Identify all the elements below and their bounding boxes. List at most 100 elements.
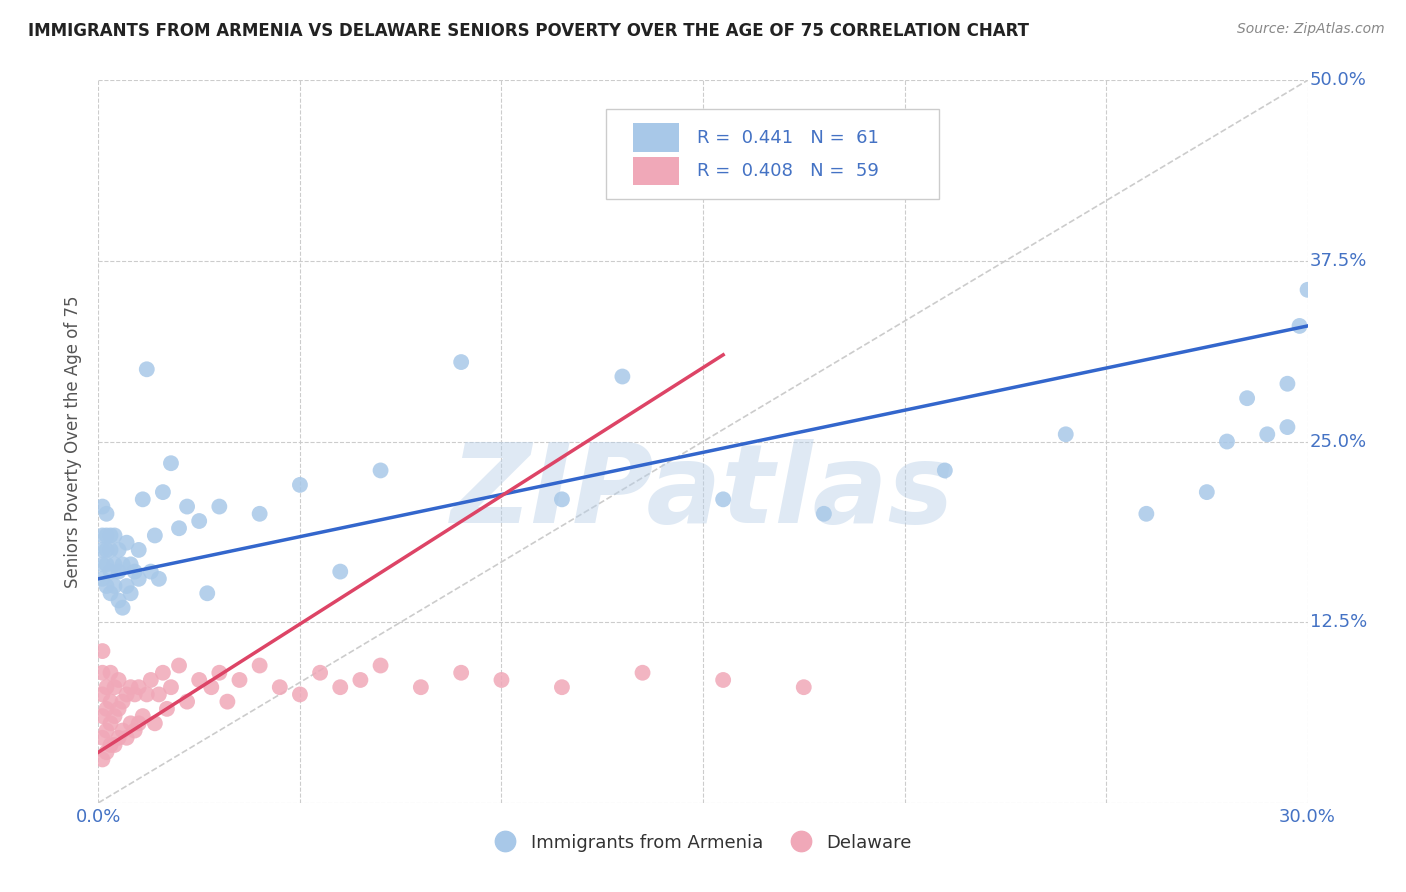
Point	[107, 593, 129, 607]
Point	[329, 680, 352, 694]
Text: ZIPatlas: ZIPatlas	[451, 439, 955, 546]
Point	[409, 680, 432, 694]
Point	[128, 542, 150, 557]
Point	[217, 695, 239, 709]
Point	[160, 680, 183, 694]
Point	[91, 709, 114, 723]
Point	[128, 716, 150, 731]
Point	[152, 485, 174, 500]
Point	[450, 665, 472, 680]
Point	[91, 528, 114, 542]
Point	[135, 362, 157, 376]
Point	[103, 528, 125, 542]
Point	[96, 723, 118, 738]
Point	[195, 586, 218, 600]
Bar	[633, 157, 679, 186]
Point	[107, 702, 129, 716]
Point	[111, 695, 134, 709]
Legend: Immigrants from Armenia, Delaware: Immigrants from Armenia, Delaware	[488, 825, 918, 859]
Point	[1256, 427, 1278, 442]
Point	[143, 528, 166, 542]
Point	[100, 695, 122, 709]
Point	[551, 680, 574, 694]
Point	[96, 579, 118, 593]
Point	[631, 665, 654, 680]
Point	[132, 709, 155, 723]
Point	[208, 500, 231, 514]
Point	[96, 702, 118, 716]
Point	[370, 658, 392, 673]
Point	[111, 600, 134, 615]
Point	[148, 572, 170, 586]
Point	[107, 673, 129, 687]
Point	[91, 644, 114, 658]
Text: 12.5%: 12.5%	[1310, 613, 1367, 632]
Point	[124, 565, 146, 579]
Point	[91, 500, 114, 514]
Point	[132, 492, 155, 507]
Text: 37.5%: 37.5%	[1310, 252, 1368, 270]
Point	[96, 680, 118, 694]
Y-axis label: Seniors Poverty Over the Age of 75: Seniors Poverty Over the Age of 75	[65, 295, 83, 588]
Point	[176, 500, 198, 514]
Point	[1135, 507, 1157, 521]
Point	[96, 528, 118, 542]
Point	[124, 723, 146, 738]
Bar	[633, 123, 679, 153]
Point	[91, 752, 114, 766]
Point	[139, 673, 162, 687]
Point	[1216, 434, 1239, 449]
Point	[120, 558, 142, 572]
Point	[1195, 485, 1218, 500]
Point	[120, 586, 142, 600]
Text: R =  0.408   N =  59: R = 0.408 N = 59	[697, 162, 879, 180]
Point	[91, 687, 114, 701]
Point	[813, 507, 835, 521]
Point	[91, 572, 114, 586]
Point	[288, 478, 311, 492]
Point	[612, 369, 634, 384]
Point	[103, 709, 125, 723]
Point	[96, 745, 118, 759]
Point	[160, 456, 183, 470]
FancyBboxPatch shape	[606, 109, 939, 200]
Point	[1236, 391, 1258, 405]
Point	[115, 731, 138, 745]
Point	[91, 542, 114, 557]
Point	[1054, 427, 1077, 442]
Point	[269, 680, 291, 694]
Point	[249, 658, 271, 673]
Point	[107, 542, 129, 557]
Point	[167, 521, 190, 535]
Point	[91, 558, 114, 572]
Point	[1288, 318, 1310, 333]
Point	[120, 680, 142, 694]
Point	[91, 731, 114, 745]
Point	[793, 680, 815, 694]
Point	[100, 565, 122, 579]
Point	[1296, 283, 1319, 297]
Text: 50.0%: 50.0%	[1310, 71, 1367, 89]
Point	[156, 702, 179, 716]
Point	[188, 514, 211, 528]
Point	[115, 535, 138, 549]
Point	[1277, 376, 1299, 391]
Point	[450, 355, 472, 369]
Point	[100, 665, 122, 680]
Point	[100, 586, 122, 600]
Text: Source: ZipAtlas.com: Source: ZipAtlas.com	[1237, 22, 1385, 37]
Point	[934, 463, 956, 477]
Point	[288, 687, 311, 701]
Point	[188, 673, 211, 687]
Point	[329, 565, 352, 579]
Point	[228, 673, 250, 687]
Point	[128, 680, 150, 694]
Point	[309, 665, 332, 680]
Point	[124, 687, 146, 701]
Point	[711, 673, 734, 687]
Point	[208, 665, 231, 680]
Point	[491, 673, 513, 687]
Point	[120, 716, 142, 731]
Point	[370, 463, 392, 477]
Point	[111, 558, 134, 572]
